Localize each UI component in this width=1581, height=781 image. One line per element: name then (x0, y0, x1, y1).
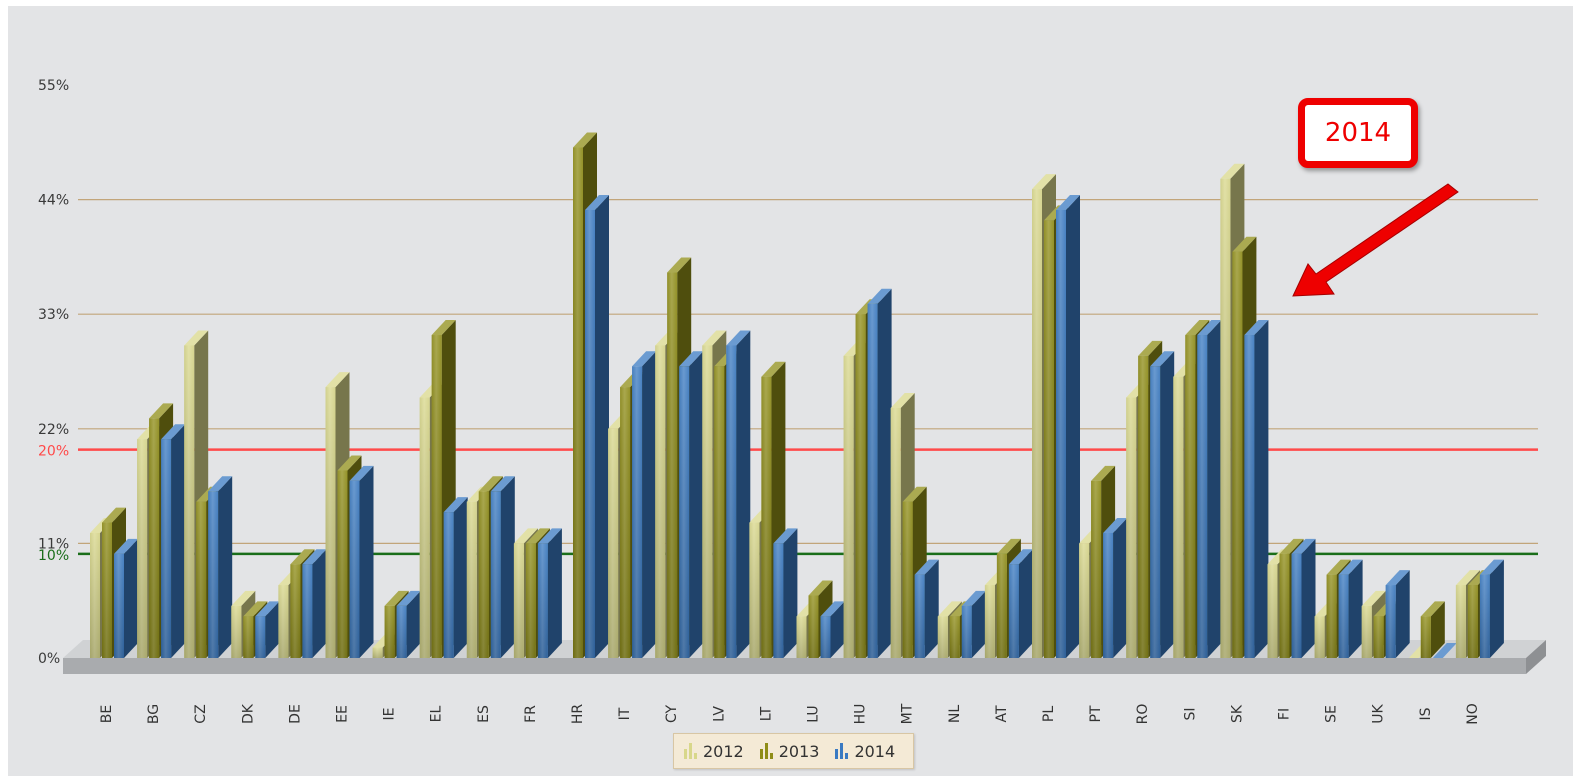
x-tick-label: SK (1229, 704, 1245, 723)
bar-IS-2014 (1432, 643, 1457, 658)
bar-MT-2014 (914, 559, 939, 658)
bar-CY-2014 (679, 351, 704, 658)
x-tick-label: SE (1324, 705, 1340, 723)
x-tick-label: BG (146, 704, 162, 724)
x-tick-label: FR (523, 705, 539, 723)
bar-BG-2014 (161, 424, 186, 658)
x-tick-label: PL (1041, 706, 1057, 722)
x-tick-label: CZ (193, 704, 209, 723)
bars (90, 132, 1504, 658)
bar-PT-2014 (1103, 517, 1128, 658)
x-tick-label: LV (711, 706, 727, 722)
bar-IT-2014 (632, 351, 657, 658)
x-tick-label: IE (382, 708, 398, 721)
bar-UK-2014 (1385, 570, 1410, 658)
bar-IE-2014 (396, 590, 421, 658)
x-axis-labels: BE BG CZ DK DE EE IE EL ES FR HR IT CY LV LT LU HU MT NL AT… (99, 703, 1481, 725)
bar-EE-2014 (349, 465, 374, 658)
bar-LU-2014 (820, 601, 845, 658)
bar-IS-2013 (1420, 601, 1445, 658)
bar-HU-2014 (867, 288, 892, 658)
x-tick-label: CY (664, 705, 680, 724)
y-tick-label: 22% (38, 422, 69, 438)
y-tick-label: 11% (38, 536, 69, 552)
bar-FI-2014 (1291, 538, 1316, 658)
bar-BE-2014 (114, 538, 138, 658)
bar-RO-2014 (1150, 351, 1175, 658)
x-tick-label: BE (99, 705, 115, 723)
bar-NO-2014 (1479, 559, 1504, 658)
bar-chart-icon (684, 743, 697, 759)
y-tick-label: 0% (38, 651, 60, 667)
legend-item-2014: 2014 (835, 742, 895, 761)
y-axis-labels: 0% 11% 22% 33% 44% 55% (38, 78, 69, 667)
bar-FR-2014 (537, 528, 562, 658)
x-tick-label: LU (806, 705, 822, 722)
x-tick-label: IS (1418, 707, 1434, 720)
legend-item-2013: 2013 (759, 741, 820, 761)
x-tick-label: RO (1135, 704, 1151, 725)
bar-EL-2014 (443, 497, 468, 658)
x-tick-label: ES (476, 705, 492, 723)
legend-label: 2014 (854, 741, 896, 761)
x-tick-label: DK (240, 703, 256, 724)
legend: 2012 2013 2014 (673, 733, 915, 769)
x-tick-label: NO (1465, 703, 1481, 725)
x-tick-label: SI (1182, 707, 1198, 720)
bar-ES-2014 (490, 476, 515, 658)
bar-SI-2014 (1197, 320, 1222, 658)
bar-SE-2014 (1338, 559, 1363, 658)
legend-label: 2012 (703, 741, 744, 761)
bar-NL-2014 (961, 590, 986, 658)
bar-DK-2014 (255, 601, 280, 658)
x-tick-label: MT (900, 703, 916, 724)
x-tick-label: HU (853, 704, 869, 725)
arrow-icon (1292, 183, 1459, 297)
y-tick-label: 33% (38, 307, 69, 323)
bar-LV-2014 (726, 330, 751, 658)
x-tick-label: UK (1371, 703, 1387, 723)
bar-LT-2014 (773, 528, 798, 658)
x-tick-label: HR (570, 704, 586, 725)
callout-arrow (1292, 183, 1459, 297)
x-tick-label: AT (994, 705, 1010, 722)
y-tick-label: 44% (38, 193, 69, 209)
chart-area: 20% 10% 0% 11% 22% 33% 44% 55% BE BG CZ DK DE EE IE E… (8, 6, 1573, 776)
annotation-callout: 2014 (1298, 98, 1418, 168)
bar-chart-icon (759, 743, 773, 759)
bar-SK-2014 (1244, 320, 1269, 658)
bar-AT-2014 (1008, 549, 1033, 658)
x-tick-label: NL (947, 705, 963, 723)
legend-label: 2013 (778, 741, 820, 761)
x-tick-label: FI (1277, 708, 1293, 720)
reference-line-label: 20% (38, 444, 69, 460)
legend-item-2012: 2012 (684, 742, 744, 761)
x-tick-label: EL (429, 705, 445, 722)
bar-HR-2014 (585, 195, 609, 658)
x-tick-label: EE (335, 705, 351, 723)
bar-PL-2014 (1056, 195, 1080, 658)
bar-DE-2014 (302, 549, 327, 658)
annotation-text: 2014 (1324, 118, 1392, 148)
x-tick-label: PT (1088, 705, 1104, 722)
y-tick-label: 55% (38, 78, 69, 94)
grid-lines (78, 199, 1538, 545)
x-tick-label: DE (287, 704, 303, 724)
x-tick-label: LT (758, 706, 774, 721)
bar-chart-icon (835, 743, 849, 759)
bar-chart: 20% 10% 0% 11% 22% 33% 44% 55% BE BG CZ DK DE EE IE E… (38, 78, 1546, 725)
bar-CZ-2014 (208, 476, 233, 658)
x-tick-label: IT (617, 707, 633, 720)
reference-line-label: 10% (38, 548, 69, 564)
